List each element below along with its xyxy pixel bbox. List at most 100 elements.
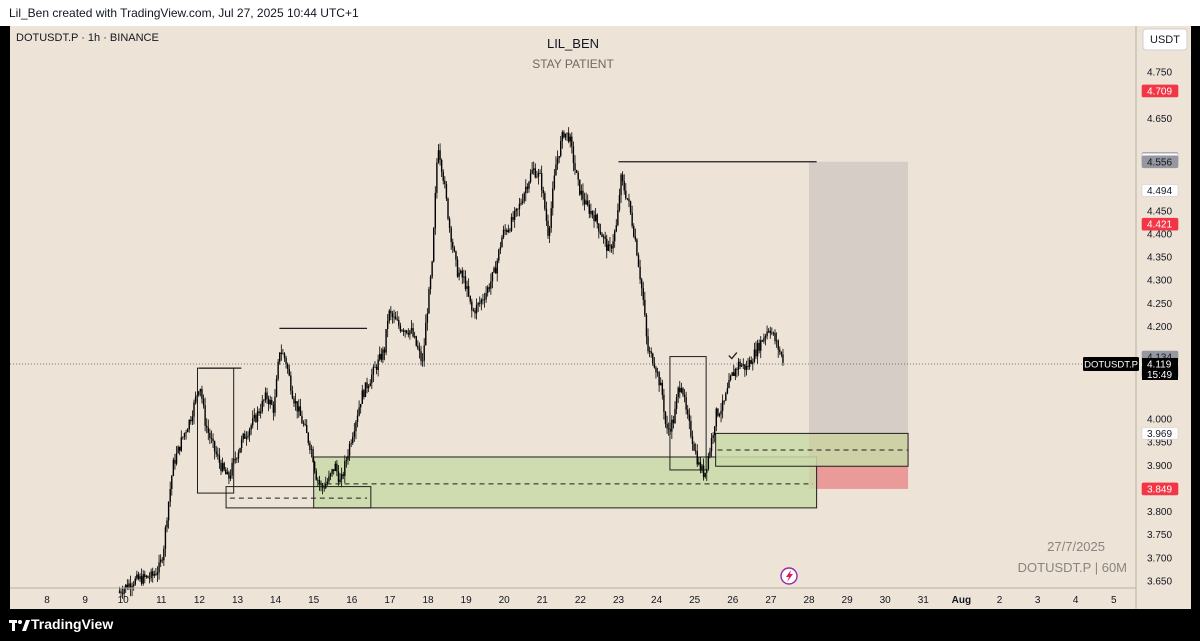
candle-body [736, 368, 738, 370]
candle-body [409, 330, 411, 335]
candle-body [591, 211, 594, 216]
candle-body [317, 479, 319, 481]
y-tick-label: 4.000 [1147, 415, 1172, 426]
candle-body [142, 574, 144, 584]
candle [375, 364, 378, 375]
candle-body [494, 267, 497, 274]
candle-body [771, 332, 773, 334]
candle-body [577, 172, 579, 180]
candle [591, 210, 594, 219]
zone-rect-3 [669, 356, 707, 471]
y-tick-label: 4.400 [1147, 229, 1172, 240]
candle [377, 354, 379, 377]
candle [472, 307, 475, 312]
candle-body [633, 226, 635, 237]
candle [423, 338, 425, 367]
candle [626, 198, 629, 201]
x-tick-label: 22 [575, 595, 587, 606]
candle [352, 432, 354, 446]
candle [453, 245, 456, 253]
candle-body [645, 314, 648, 337]
chart-pane[interactable] [10, 26, 1145, 609]
candle [542, 186, 544, 200]
candle [237, 449, 240, 463]
candle-body [674, 408, 676, 424]
candle-body [120, 591, 122, 594]
lightning-icon[interactable] [780, 567, 798, 585]
candle-body [217, 453, 219, 456]
candle [294, 393, 297, 411]
candle [425, 314, 427, 346]
currency-button[interactable]: USDT [1142, 28, 1188, 51]
candle-body [520, 202, 522, 204]
candle-body [172, 459, 175, 476]
candle [509, 228, 511, 233]
candle [750, 356, 752, 365]
candle-body [340, 474, 343, 480]
candle [402, 328, 405, 336]
candle-body [261, 400, 263, 412]
candle [277, 358, 279, 381]
candle-body [709, 451, 711, 456]
candle [563, 130, 565, 139]
candle-body [248, 429, 251, 436]
currency-button-bg[interactable] [1142, 28, 1188, 51]
candle [180, 430, 183, 452]
candle [206, 418, 208, 434]
candle [687, 405, 689, 419]
candle [182, 436, 184, 440]
candle-body [456, 259, 459, 277]
candle-body [291, 390, 294, 399]
candle-body [299, 406, 302, 416]
candle-body [706, 469, 708, 473]
candle-body [610, 246, 613, 249]
candle [412, 322, 414, 338]
candle [474, 307, 476, 319]
candle [261, 395, 263, 414]
chart-title: LIL_BEN [547, 36, 599, 51]
candle-body [729, 375, 732, 381]
candle-body [315, 470, 317, 480]
candle-body [606, 238, 608, 251]
candle [661, 379, 664, 400]
candle [153, 570, 156, 578]
candle [660, 377, 662, 386]
candle [434, 186, 437, 235]
candle-body [147, 575, 149, 578]
candle [707, 452, 710, 471]
candle-body [758, 342, 760, 351]
price-scale-pane[interactable] [1138, 26, 1191, 609]
candle [714, 425, 716, 443]
candle-body [571, 136, 573, 147]
candle-body [253, 414, 256, 419]
candle [190, 415, 192, 425]
candle-body [707, 455, 710, 470]
candle-body [637, 255, 640, 267]
candle-body [572, 146, 575, 164]
candle-body [190, 419, 192, 422]
candle [782, 348, 784, 366]
candle [310, 444, 313, 458]
candle [299, 398, 302, 416]
candle [593, 210, 595, 228]
candle [271, 396, 273, 406]
x-tick-label: 5 [1111, 595, 1117, 606]
x-tick-label: 14 [270, 595, 282, 606]
candle-body [488, 287, 490, 289]
candle [742, 358, 744, 370]
candle [666, 415, 668, 434]
candle-body [163, 548, 165, 561]
candle-body [485, 292, 487, 300]
lightning-icon-bolt[interactable] [786, 570, 793, 582]
candle [336, 460, 338, 477]
candle [361, 384, 363, 405]
candle [159, 554, 162, 568]
candle-body [417, 345, 419, 349]
candle-body [442, 171, 444, 181]
candle [256, 406, 259, 430]
candle [204, 397, 206, 432]
candle-body [655, 367, 657, 373]
price-badge: 4.556 [1141, 155, 1179, 168]
candle-body [326, 481, 329, 484]
